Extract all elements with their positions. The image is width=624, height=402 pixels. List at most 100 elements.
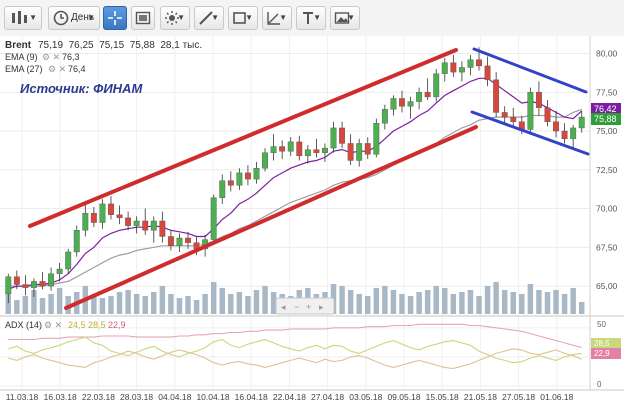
shape-button[interactable]: ▼ xyxy=(228,6,258,30)
text-tool-button[interactable]: ▼ xyxy=(296,6,326,30)
adx-tick-0: 0 xyxy=(597,380,602,389)
volume-bar xyxy=(339,286,345,314)
volume-bar xyxy=(416,292,422,314)
settings-icon[interactable]: ⚙ ✕ xyxy=(42,52,60,62)
candle-body xyxy=(416,92,423,102)
crosshair-button[interactable] xyxy=(103,6,127,30)
indicators-button[interactable]: ▼ xyxy=(160,6,190,30)
chevron-down-icon: ▼ xyxy=(313,13,321,22)
volume-bar xyxy=(501,290,508,314)
candle-body xyxy=(48,273,55,287)
candle-body xyxy=(227,180,234,186)
volume-bar xyxy=(510,292,516,314)
candle-body xyxy=(22,284,29,288)
adx-label: ADX (14) xyxy=(5,320,42,330)
candle-body xyxy=(356,143,363,161)
volume-bar xyxy=(99,298,106,314)
chevron-down-icon: ▼ xyxy=(347,13,355,22)
price-axis-ticks: 80,00 77,50 75,00 72,50 70,00 67,50 65,00 xyxy=(596,49,618,292)
volume-bar xyxy=(484,286,491,314)
zoom-out-icon[interactable]: − xyxy=(294,302,299,312)
volume-bar xyxy=(108,296,114,314)
adx-line xyxy=(8,323,582,349)
time-tick-label: 11.03.18 xyxy=(6,392,39,402)
scroll-widget[interactable]: ◂ − + ▸ xyxy=(275,297,335,315)
draw-line-button[interactable]: ▼ xyxy=(194,6,224,30)
scroll-right-icon[interactable]: ▸ xyxy=(319,302,324,312)
time-tick-label: 04.04.18 xyxy=(158,392,191,402)
adx-value-3: 22,9 xyxy=(108,320,126,330)
adx-value-2: 28,5 xyxy=(88,320,106,330)
candle-body xyxy=(13,276,20,285)
clock-icon xyxy=(53,10,69,26)
volume-bar xyxy=(91,294,97,314)
candle-body xyxy=(176,237,183,246)
image-button[interactable]: ▼ xyxy=(330,6,360,30)
legend: Brent 75,19 76,25 75,15 75,88 28,1 тыс. … xyxy=(5,40,202,74)
price-tick-label: 67,50 xyxy=(596,242,618,252)
candle-body xyxy=(210,197,217,240)
legend-symbol: Brent xyxy=(5,40,32,51)
candle-body xyxy=(570,127,577,139)
price-tick-label: 80,00 xyxy=(596,49,618,59)
volume-bar xyxy=(544,292,551,314)
chart-toolbar: ▼ День ▼ ▼ ▼ ▼ xyxy=(0,0,624,37)
volume-bar xyxy=(210,282,217,314)
settings-icon[interactable]: ⚙ ✕ xyxy=(44,320,62,330)
volume-bar xyxy=(390,290,397,314)
volume-bar xyxy=(185,296,191,314)
time-tick-label: 09.05.18 xyxy=(387,392,420,402)
adx-grid xyxy=(0,327,590,387)
candle-body xyxy=(270,146,277,153)
time-tick-label: 27.04.18 xyxy=(311,392,344,402)
candle-body xyxy=(99,203,106,223)
volume-bar xyxy=(270,292,277,314)
time-tick-label: 01.06.18 xyxy=(540,392,573,402)
time-tick-label: 03.05.18 xyxy=(349,392,382,402)
candles-icon xyxy=(12,11,27,24)
volume-bar xyxy=(536,290,542,314)
ema-price-tag: 76,42 xyxy=(594,104,617,114)
timeframe-button[interactable]: День ▼ xyxy=(48,6,100,30)
candle-body xyxy=(39,281,46,287)
time-tick-label: 16.04.18 xyxy=(235,392,268,402)
fibonacci-button[interactable]: ▼ xyxy=(262,6,292,30)
price-chart[interactable]: Brent 75,19 76,25 75,15 75,88 28,1 тыс. … xyxy=(0,36,624,402)
volume-bar xyxy=(382,286,388,314)
legend-ohlc: 75,19 76,25 75,15 75,88 28,1 тыс. xyxy=(38,40,202,51)
candle-body xyxy=(458,67,465,73)
adx-panel: ADX (14) ⚙ ✕ 24,5 28,5 22,9 50 0 28,5 22… xyxy=(0,316,621,390)
candle-body xyxy=(330,127,337,149)
candle-body xyxy=(296,141,303,157)
volume-bar xyxy=(578,302,585,314)
rectangle-icon xyxy=(233,12,246,24)
settings-icon[interactable]: ⚙ ✕ xyxy=(48,64,66,74)
volume-bar xyxy=(467,290,474,314)
volume-bar xyxy=(125,290,131,314)
chevron-down-icon: ▼ xyxy=(87,13,95,22)
candle-body xyxy=(185,237,191,243)
volume-bar xyxy=(39,298,46,314)
time-axis-labels: 11.03.18 16.03.18 22.03.18 28.03.18 04.04.18… xyxy=(6,392,574,402)
zoom-in-icon[interactable]: + xyxy=(306,302,311,312)
candle-body xyxy=(31,281,37,288)
chart-frame-button[interactable] xyxy=(131,6,155,30)
candle-body xyxy=(262,152,268,169)
time-tick-label: 21.05.18 xyxy=(464,392,497,402)
volume-bar xyxy=(459,292,465,314)
volume-bar xyxy=(399,294,405,314)
candle-body xyxy=(424,92,431,98)
volume-bar xyxy=(133,294,140,314)
di-plus-line xyxy=(8,336,582,364)
volume-bar xyxy=(236,292,243,314)
volume-bar xyxy=(253,290,260,314)
volume-bar xyxy=(356,294,362,314)
volume-bar xyxy=(493,282,499,314)
chevron-down-icon: ▼ xyxy=(177,13,185,22)
scroll-left-icon[interactable]: ◂ xyxy=(281,302,286,312)
candle-body xyxy=(553,121,559,132)
chart-type-button[interactable]: ▼ xyxy=(4,6,42,30)
candle-body xyxy=(82,213,89,231)
volume-bar xyxy=(561,294,568,314)
volume-bar xyxy=(151,292,157,314)
